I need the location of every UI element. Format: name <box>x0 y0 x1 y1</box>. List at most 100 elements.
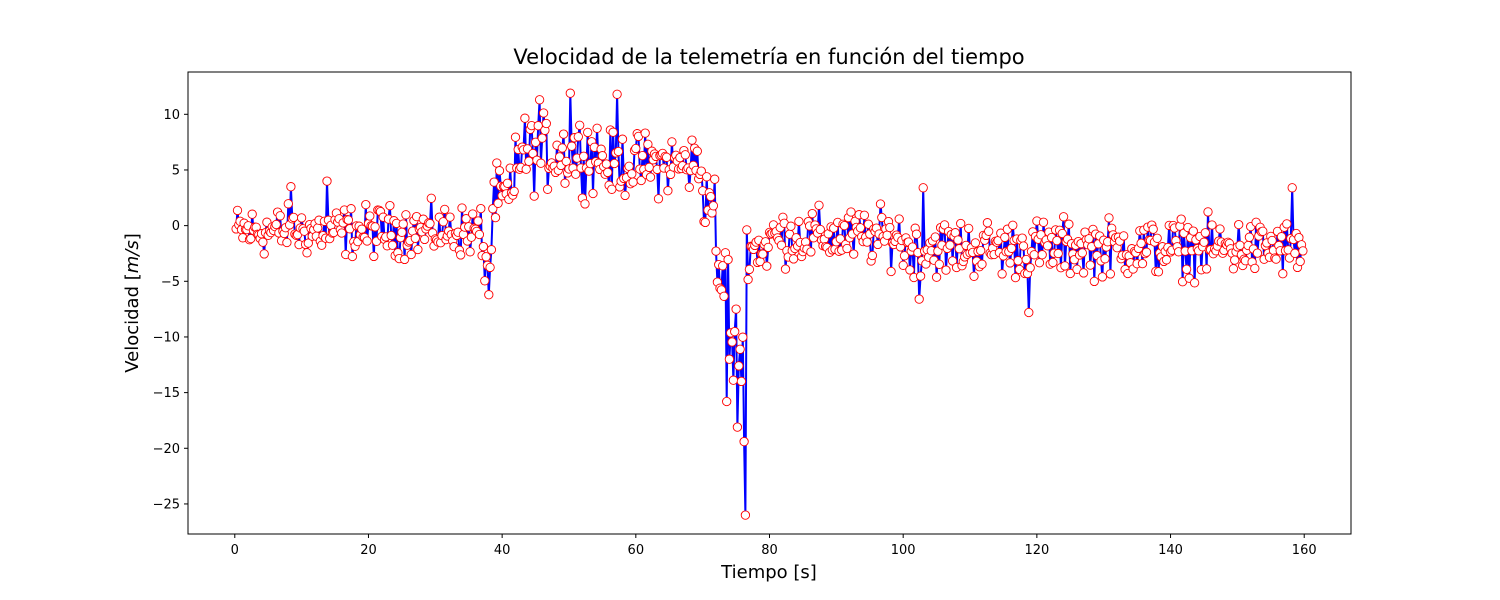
data-point-marker <box>1252 248 1263 258</box>
data-point-marker <box>997 269 1007 279</box>
data-point-marker <box>934 259 944 269</box>
data-point-marker <box>413 244 423 255</box>
data-point-marker <box>425 218 435 229</box>
data-point-marker <box>583 127 593 138</box>
data-point-marker <box>842 243 852 254</box>
data-point-marker <box>401 210 411 220</box>
data-point-marker <box>440 204 450 215</box>
data-point-marker <box>1104 213 1114 223</box>
data-point-marker <box>282 237 292 248</box>
data-point-marker <box>882 230 892 240</box>
data-point-marker <box>302 248 312 258</box>
data-point-marker <box>530 137 541 147</box>
data-point-marker <box>915 271 926 281</box>
x-tick-label: 0 <box>231 543 239 558</box>
data-point-marker <box>481 252 491 262</box>
data-point-marker <box>898 260 908 270</box>
data-point-marker <box>369 251 379 262</box>
data-point-marker <box>461 214 471 224</box>
data-point-marker <box>258 237 268 247</box>
data-point-marker <box>899 251 910 261</box>
data-point-marker <box>607 184 617 194</box>
data-point-marker <box>275 211 285 221</box>
data-point-marker <box>667 137 677 147</box>
data-point-marker <box>696 166 706 176</box>
data-point-marker <box>977 259 987 269</box>
data-point-marker <box>984 226 994 236</box>
data-point-marker <box>719 291 729 301</box>
data-point-marker <box>558 129 569 139</box>
data-point-marker <box>735 344 745 354</box>
data-point-marker <box>1203 207 1213 217</box>
data-point-marker <box>445 212 455 222</box>
data-point-marker <box>603 167 613 178</box>
data-point-marker <box>521 164 531 174</box>
data-point-marker <box>494 166 505 176</box>
data-point-marker <box>608 127 618 137</box>
data-point-marker <box>644 162 654 173</box>
data-point-marker <box>702 172 712 182</box>
data-point-marker <box>1029 250 1039 260</box>
data-point-marker <box>734 361 744 371</box>
data-point-marker <box>1295 256 1305 267</box>
data-point-marker <box>945 240 955 250</box>
data-point-marker <box>493 198 503 208</box>
data-point-marker <box>1060 261 1070 271</box>
data-point-marker <box>232 205 243 216</box>
data-point-marker <box>914 294 924 304</box>
data-point-marker <box>680 150 690 160</box>
x-tick-label: 120 <box>1024 543 1049 558</box>
data-point-marker <box>1244 232 1255 242</box>
data-point-marker <box>410 233 420 243</box>
data-point-marker <box>1034 258 1045 268</box>
data-point-marker <box>529 191 539 201</box>
data-point-marker <box>468 209 478 219</box>
data-point-marker <box>849 249 859 259</box>
data-point-marker <box>271 219 281 230</box>
y-tick-label: −10 <box>153 330 180 345</box>
data-point-marker <box>528 148 538 159</box>
data-point-marker <box>484 290 494 300</box>
data-point-marker <box>953 235 963 245</box>
data-point-marker <box>722 396 732 407</box>
data-point-marker <box>385 200 395 211</box>
data-point-marker <box>365 211 375 221</box>
data-point-marker <box>541 118 551 129</box>
data-point-marker <box>763 242 773 253</box>
data-point-marker <box>1267 235 1277 246</box>
data-point-marker <box>343 215 354 225</box>
data-point-marker <box>710 174 720 184</box>
data-point-marker <box>911 229 922 239</box>
data-point-marker <box>947 256 958 266</box>
data-point-marker <box>624 161 634 171</box>
y-tick-label: −5 <box>161 275 180 290</box>
data-point-marker <box>537 133 547 143</box>
data-point-marker <box>1018 241 1029 251</box>
data-point-marker <box>609 158 620 169</box>
data-point-marker <box>426 193 436 203</box>
data-point-marker <box>1000 232 1010 243</box>
data-point-marker <box>1152 233 1162 243</box>
data-point-marker <box>1148 224 1158 234</box>
data-point-marker <box>480 276 490 286</box>
data-point-marker <box>931 272 942 282</box>
data-point-marker <box>466 232 477 242</box>
data-point-marker <box>886 266 896 277</box>
y-axis-title: Velocidad [m/s] <box>122 233 143 373</box>
data-point-marker <box>742 225 752 235</box>
data-point-marker <box>524 156 534 166</box>
data-point-marker <box>1052 235 1062 246</box>
data-point-marker <box>1064 219 1074 229</box>
data-point-marker <box>700 217 710 228</box>
data-point-marker <box>1228 264 1239 274</box>
data-point-marker <box>613 146 624 157</box>
data-point-marker <box>1250 263 1260 274</box>
data-point-marker <box>732 422 743 432</box>
data-point-marker <box>724 354 735 364</box>
data-point-marker <box>930 232 940 242</box>
data-point-marker <box>807 208 817 219</box>
data-point-marker <box>560 178 570 188</box>
data-point-marker <box>814 200 824 210</box>
data-point-marker <box>492 158 502 168</box>
data-point-marker <box>1008 220 1018 230</box>
